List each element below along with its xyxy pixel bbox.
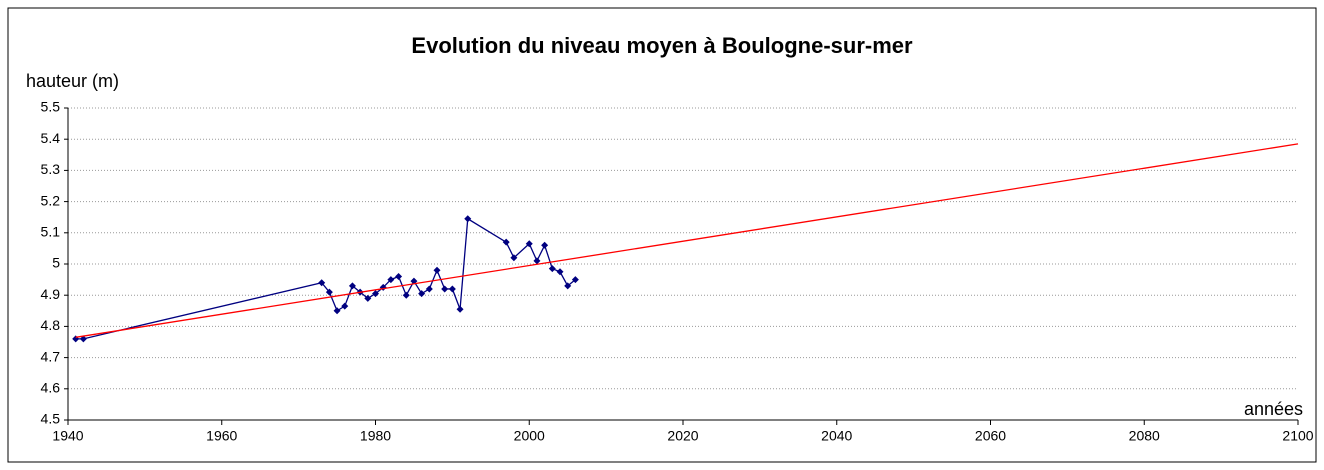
y-tick-label: 5	[52, 255, 60, 271]
data-point	[448, 285, 456, 293]
data-point	[441, 285, 449, 293]
y-tick-label: 5.1	[41, 224, 61, 240]
data-point	[364, 294, 372, 302]
data-point	[387, 276, 395, 284]
x-tick-label: 2100	[1282, 428, 1313, 444]
y-tick-label: 4.5	[41, 411, 61, 427]
x-tick-label: 2020	[667, 428, 698, 444]
chart-frame	[7, 7, 1317, 463]
x-tick-label: 2060	[975, 428, 1006, 444]
data-point	[372, 290, 379, 298]
data-point	[464, 215, 472, 223]
y-tick-label: 4.9	[41, 286, 61, 302]
data-point	[548, 265, 556, 273]
x-tick-label: 1960	[206, 428, 237, 444]
data-point	[525, 240, 533, 248]
data-point	[533, 257, 541, 265]
x-axis-label: années	[1244, 399, 1303, 419]
data-point	[433, 266, 441, 274]
data-point	[341, 302, 349, 310]
y-tick-label: 5.3	[41, 161, 61, 177]
x-tick-label: 1980	[360, 428, 391, 444]
y-tick-label: 4.8	[41, 317, 61, 333]
data-point	[425, 285, 433, 293]
data-point	[325, 288, 333, 296]
y-tick-label: 5.4	[41, 130, 61, 146]
data-point	[541, 241, 549, 249]
data-point	[348, 282, 356, 290]
y-tick-label: 4.7	[41, 348, 61, 364]
data-point	[502, 238, 510, 246]
y-tick-label: 4.6	[41, 380, 61, 396]
y-tick-label: 5.2	[41, 192, 61, 208]
x-tick-label: 2080	[1129, 428, 1160, 444]
y-tick-label: 5.5	[41, 99, 61, 115]
data-point	[79, 335, 87, 343]
data-point	[456, 305, 464, 313]
x-tick-label: 1940	[52, 428, 83, 444]
data-point	[318, 279, 326, 287]
data-point	[418, 290, 426, 298]
chart-title: Evolution du niveau moyen à Boulogne-sur…	[411, 33, 913, 58]
y-axis-label: hauteur (m)	[26, 71, 119, 91]
data-point	[510, 254, 518, 262]
data-point	[556, 268, 564, 276]
x-tick-label: 2000	[514, 428, 545, 444]
data-point	[571, 276, 579, 284]
data-point	[564, 282, 572, 290]
data-point	[402, 291, 410, 299]
series-line	[75, 143, 1299, 338]
data-point	[395, 272, 403, 280]
data-point	[333, 307, 341, 315]
x-tick-label: 2040	[821, 428, 852, 444]
